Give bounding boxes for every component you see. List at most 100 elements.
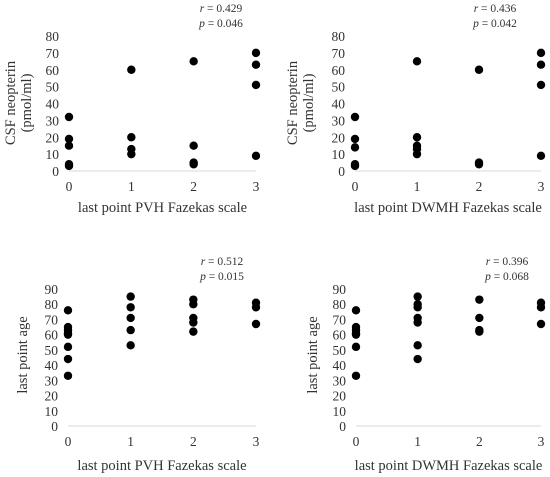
y-tick-label: 20 — [333, 389, 347, 404]
data-point — [127, 65, 136, 74]
y-tick-label: 20 — [332, 130, 346, 145]
data-point — [63, 306, 73, 315]
data-point — [64, 134, 74, 144]
y-tick-label: 80 — [45, 297, 59, 312]
data-point — [536, 303, 546, 312]
y-axis-title: last point age — [305, 316, 321, 393]
x-tick-label: 3 — [538, 179, 545, 194]
y-tick-label: 60 — [45, 328, 59, 343]
data-point — [189, 57, 198, 66]
y-tick-label: 50 — [332, 80, 346, 95]
y-tick-label: 10 — [332, 147, 346, 162]
x-tick-label: 2 — [476, 179, 483, 194]
y-tick-label: 0 — [52, 164, 59, 179]
x-tick-label: 1 — [414, 434, 421, 449]
x-tick-label: 2 — [190, 434, 197, 449]
p-statistic: p = 0.046 — [198, 18, 243, 30]
y-tick-label: 10 — [333, 404, 347, 419]
y-tick-label: 50 — [46, 80, 60, 95]
y-tick-label: 60 — [332, 63, 346, 78]
data-point — [536, 151, 546, 161]
y-tick-label: 90 — [45, 282, 59, 297]
x-tick-label: 0 — [65, 434, 72, 449]
data-point — [251, 60, 261, 69]
data-point — [63, 342, 73, 352]
data-point — [351, 330, 361, 339]
y-tick-label: 50 — [333, 343, 347, 358]
data-point — [350, 134, 360, 144]
y-tick-label: 0 — [51, 419, 58, 434]
y-axis-title: CSF neopterin — [3, 60, 19, 145]
y-tick-label: 10 — [46, 147, 60, 162]
data-point — [126, 292, 135, 301]
data-point — [350, 161, 360, 171]
data-point — [126, 303, 135, 312]
r-statistic: r = 0.396 — [486, 256, 529, 268]
y-tick-label: 80 — [333, 297, 347, 312]
data-point — [64, 112, 74, 122]
data-point — [475, 295, 484, 304]
data-point — [536, 48, 546, 58]
data-point — [189, 318, 198, 327]
data-point — [64, 141, 74, 150]
x-tick-label: 0 — [352, 179, 359, 194]
data-point — [126, 341, 135, 350]
data-point — [412, 57, 422, 66]
x-tick-label: 2 — [476, 434, 483, 449]
data-point — [189, 160, 198, 169]
data-point — [63, 371, 73, 380]
x-tick-label: 1 — [414, 179, 421, 194]
x-tick-label: 1 — [127, 434, 134, 449]
r-statistic: r = 0.512 — [201, 256, 244, 268]
data-point — [413, 303, 422, 312]
y-tick-label: 70 — [332, 46, 346, 61]
data-point — [413, 292, 422, 301]
y-axis-title: (pmol/ml) — [19, 73, 35, 132]
data-point — [413, 341, 422, 350]
data-point — [351, 342, 361, 352]
y-tick-label: 40 — [333, 358, 347, 373]
data-point — [127, 149, 136, 159]
data-point — [64, 161, 74, 171]
y-tick-label: 0 — [339, 419, 346, 434]
data-point — [350, 143, 360, 152]
p-statistic: p = 0.042 — [472, 18, 517, 30]
x-axis-title: last point PVH Fazekas scale — [77, 458, 246, 474]
data-point — [63, 354, 73, 364]
data-point — [189, 327, 198, 336]
data-point — [351, 371, 361, 380]
y-tick-label: 60 — [333, 328, 347, 343]
y-tick-label: 20 — [45, 389, 59, 404]
y-tick-label: 50 — [45, 343, 59, 358]
x-axis-title: last point DWMH Fazekas scale — [354, 200, 542, 216]
y-tick-label: 70 — [333, 312, 347, 327]
r-statistic: r = 0.429 — [200, 3, 243, 15]
data-point — [475, 313, 484, 323]
y-tick-label: 30 — [45, 373, 59, 388]
x-tick-label: 2 — [190, 179, 197, 194]
data-point — [412, 133, 422, 142]
y-tick-label: 0 — [338, 164, 345, 179]
y-tick-label: 90 — [333, 282, 347, 297]
y-tick-label: 10 — [45, 404, 59, 419]
y-tick-label: 20 — [46, 130, 60, 145]
x-axis-title: last point DWMH Fazekas scale — [355, 458, 543, 474]
data-point — [413, 354, 422, 364]
y-axis-title: (pmol/ml) — [301, 73, 317, 132]
data-point — [127, 133, 136, 142]
p-statistic: p = 0.068 — [484, 271, 529, 283]
data-point — [251, 80, 261, 90]
y-tick-label: 30 — [333, 373, 347, 388]
y-tick-label: 40 — [332, 97, 346, 112]
data-point — [351, 306, 361, 315]
data-point — [475, 327, 484, 336]
y-tick-label: 80 — [46, 29, 60, 44]
y-tick-label: 40 — [46, 97, 60, 112]
data-point — [251, 319, 261, 329]
x-tick-label: 3 — [253, 179, 260, 194]
data-point — [474, 65, 484, 74]
